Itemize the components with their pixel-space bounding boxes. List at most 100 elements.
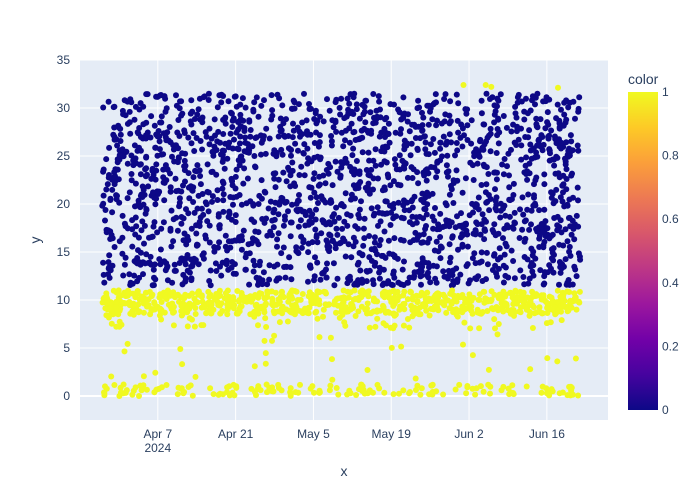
point-color-1 <box>129 303 136 309</box>
point-color-0 <box>253 94 260 101</box>
point-color-1 <box>370 308 377 315</box>
point-color-0 <box>225 238 232 245</box>
point-color-1 <box>529 325 536 331</box>
point-color-1 <box>262 350 269 357</box>
point-color-1 <box>316 334 323 341</box>
y-tick-label: 30 <box>57 101 71 115</box>
point-color-0 <box>175 154 182 161</box>
point-color-0 <box>176 195 183 202</box>
point-color-1 <box>279 303 286 310</box>
point-color-1 <box>351 287 358 294</box>
point-color-0 <box>510 258 517 264</box>
point-color-1 <box>184 323 191 330</box>
point-color-0 <box>376 264 383 271</box>
point-color-0 <box>112 166 119 173</box>
point-color-1 <box>218 300 225 307</box>
point-color-0 <box>485 192 492 198</box>
point-color-0 <box>500 113 507 119</box>
point-color-0 <box>258 177 265 184</box>
point-color-0 <box>475 152 482 159</box>
point-color-0 <box>280 169 287 176</box>
point-color-0 <box>494 126 501 132</box>
point-color-0 <box>341 115 348 122</box>
point-color-0 <box>496 245 503 252</box>
point-color-0 <box>563 139 570 146</box>
point-color-0 <box>263 125 270 132</box>
point-color-1 <box>476 296 483 303</box>
point-color-0 <box>434 117 440 124</box>
point-color-0 <box>372 259 379 266</box>
point-color-1 <box>412 375 419 382</box>
point-color-0 <box>164 277 171 284</box>
point-color-0 <box>337 174 344 181</box>
point-color-0 <box>191 116 198 122</box>
point-color-0 <box>377 218 384 225</box>
point-color-0 <box>361 235 368 242</box>
point-color-0 <box>287 183 294 190</box>
point-color-0 <box>359 149 366 156</box>
point-color-0 <box>281 264 288 270</box>
point-color-1 <box>110 287 117 294</box>
point-color-0 <box>575 250 582 257</box>
point-color-0 <box>489 267 496 273</box>
point-color-0 <box>359 276 365 283</box>
point-color-1 <box>555 84 561 91</box>
point-color-0 <box>215 128 222 135</box>
point-color-0 <box>317 276 324 283</box>
point-color-0 <box>301 172 308 179</box>
point-color-0 <box>106 252 113 259</box>
point-color-0 <box>282 216 288 223</box>
point-color-0 <box>356 250 363 256</box>
point-color-0 <box>427 141 434 148</box>
point-color-0 <box>512 110 519 117</box>
point-color-0 <box>510 225 517 232</box>
point-color-0 <box>218 151 224 158</box>
point-color-0 <box>173 92 179 99</box>
point-color-0 <box>134 255 141 261</box>
point-color-1 <box>251 313 258 320</box>
point-color-1 <box>474 306 481 313</box>
point-color-0 <box>304 160 311 167</box>
point-color-0 <box>180 271 187 278</box>
point-color-0 <box>250 257 257 264</box>
point-color-1 <box>485 381 492 388</box>
point-color-0 <box>530 145 537 152</box>
point-color-0 <box>342 190 349 197</box>
point-color-0 <box>167 184 174 191</box>
point-color-1 <box>216 293 222 300</box>
point-color-0 <box>493 150 500 156</box>
point-color-0 <box>205 208 212 215</box>
point-color-0 <box>170 216 177 223</box>
point-color-1 <box>261 309 268 316</box>
point-color-0 <box>197 138 204 144</box>
point-color-1 <box>495 321 502 327</box>
point-color-0 <box>232 270 239 277</box>
point-color-1 <box>164 287 171 294</box>
point-color-0 <box>423 177 430 184</box>
point-color-0 <box>252 135 259 141</box>
point-color-0 <box>253 238 260 245</box>
point-color-0 <box>500 262 507 269</box>
point-color-0 <box>194 111 201 118</box>
x-tick-year-label: 2024 <box>144 441 171 455</box>
point-color-0 <box>568 172 575 179</box>
y-tick-label: 5 <box>63 341 70 355</box>
point-color-0 <box>420 239 427 246</box>
point-color-0 <box>266 276 273 283</box>
point-color-0 <box>190 174 197 181</box>
point-color-1 <box>309 383 316 390</box>
point-color-1 <box>366 324 373 331</box>
point-color-0 <box>271 147 278 154</box>
point-color-1 <box>526 312 533 319</box>
point-color-1 <box>271 332 278 339</box>
point-color-1 <box>107 305 113 312</box>
point-color-0 <box>320 118 327 125</box>
colorbar-tick-label: 0.6 <box>662 212 679 226</box>
point-color-0 <box>326 219 333 226</box>
point-color-0 <box>100 192 107 199</box>
point-color-0 <box>237 234 244 241</box>
point-color-1 <box>185 384 192 390</box>
point-color-0 <box>270 224 277 231</box>
point-color-1 <box>264 389 270 396</box>
point-color-0 <box>104 181 111 188</box>
